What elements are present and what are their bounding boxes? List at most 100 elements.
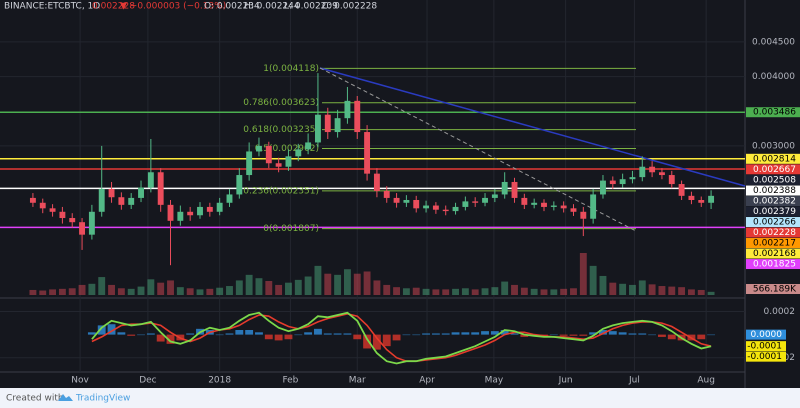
candle-body [649, 166, 656, 173]
footer-brand[interactable]: TradingView [75, 394, 130, 404]
macd-histogram [255, 332, 263, 335]
price-tag-label: 0.002266 [753, 218, 796, 228]
volume-bar [383, 284, 391, 295]
price-tag [746, 238, 800, 249]
volume-bar [147, 279, 155, 295]
macd-histogram [117, 332, 126, 335]
volume-bar [343, 269, 351, 295]
macd-histogram [658, 334, 666, 337]
volume-bar [687, 289, 695, 295]
macd-histogram [481, 331, 489, 335]
volume-bar [127, 288, 135, 295]
footer-logo [58, 394, 73, 401]
price-tag [746, 107, 800, 118]
last-price: 0.002228 [92, 2, 135, 12]
macd-histogram [569, 334, 578, 336]
volume-bar [88, 283, 96, 295]
volume-bar [422, 288, 430, 295]
volume-bar [275, 284, 283, 295]
fib-label: 1(0.004118) [263, 64, 319, 74]
macd-histogram [294, 334, 303, 336]
volume-bar [501, 281, 509, 295]
volume-bar [137, 286, 145, 295]
ohlc-high: H: 0.002244 [244, 2, 300, 12]
x-tick-label: Nov [71, 376, 89, 386]
candle-body [491, 194, 498, 198]
candle-body [393, 197, 400, 203]
x-tick-label: Feb [282, 376, 298, 386]
macd-tag [746, 329, 786, 340]
chart-background [0, 0, 800, 388]
candle-body [128, 197, 135, 205]
price-tag-label: 0.001825 [753, 260, 796, 270]
macd-tag-label: -0.0001 [747, 342, 782, 352]
candle-body [236, 175, 243, 195]
candle-body [442, 209, 449, 212]
volume-bar [98, 277, 106, 295]
volume-bar [39, 290, 47, 295]
candle-body [570, 208, 577, 212]
volume-bar [206, 288, 214, 295]
candle-body [187, 211, 194, 216]
volume-bar [471, 289, 479, 295]
candle-body [698, 200, 705, 203]
macd-histogram [500, 330, 509, 335]
volume-bar [678, 287, 686, 295]
candle-body [580, 211, 587, 219]
macd-histogram [274, 334, 283, 341]
y-tick-label: 0.004500 [752, 37, 795, 47]
volume-bar [176, 287, 184, 295]
macd-tag [746, 341, 786, 352]
volume-bar [402, 288, 410, 295]
candle-body [501, 181, 508, 195]
volume-bar [255, 278, 263, 295]
volume-bar [245, 274, 253, 295]
macd-histogram [608, 331, 617, 335]
macd-tag-label: -0.0001 [747, 352, 782, 362]
volume-bar [412, 287, 420, 295]
volume-bar [304, 276, 312, 295]
candle-body [256, 145, 262, 152]
macd-histogram [461, 332, 470, 335]
macd-histogram [363, 334, 372, 349]
ohlc-open: O: 0.002234 [204, 2, 260, 12]
candle-body [403, 200, 410, 203]
volume-bar [108, 284, 115, 295]
volume-bar [707, 291, 715, 295]
volume-bar [373, 280, 381, 295]
candle-body [619, 179, 626, 185]
candle-body [550, 205, 557, 207]
volume-bar [353, 273, 361, 295]
macd-histogram [284, 334, 293, 340]
price-tag-label: 0.002379 [753, 207, 796, 217]
price-tag [746, 153, 800, 164]
volume-bar [393, 287, 401, 295]
macd-histogram [402, 334, 411, 336]
macd-histogram [707, 334, 716, 336]
macd-histogram [628, 333, 637, 335]
candle-body [305, 142, 312, 150]
candle-body [177, 211, 184, 221]
macd-histogram [599, 330, 607, 335]
volume-bar [461, 288, 469, 295]
candle-body [98, 188, 105, 212]
candle-body [206, 206, 213, 212]
macd-histogram [490, 331, 499, 335]
macd-histogram [618, 332, 627, 335]
candle-body [157, 172, 164, 205]
footer-text: Created with [6, 394, 64, 404]
volume-tag [746, 284, 800, 294]
volume-bar [530, 288, 538, 295]
volume-bar [629, 284, 636, 295]
candle-body [246, 151, 253, 176]
macd-histogram [372, 334, 381, 350]
volume-bar [363, 271, 371, 295]
candle-body [590, 194, 597, 219]
x-tick-label: Jun [558, 376, 573, 386]
x-tick-label: Aug [697, 376, 715, 386]
volume-bar [648, 284, 656, 295]
x-tick-label: May [485, 376, 504, 386]
volume-bar [491, 287, 499, 295]
candle-body [216, 202, 223, 212]
